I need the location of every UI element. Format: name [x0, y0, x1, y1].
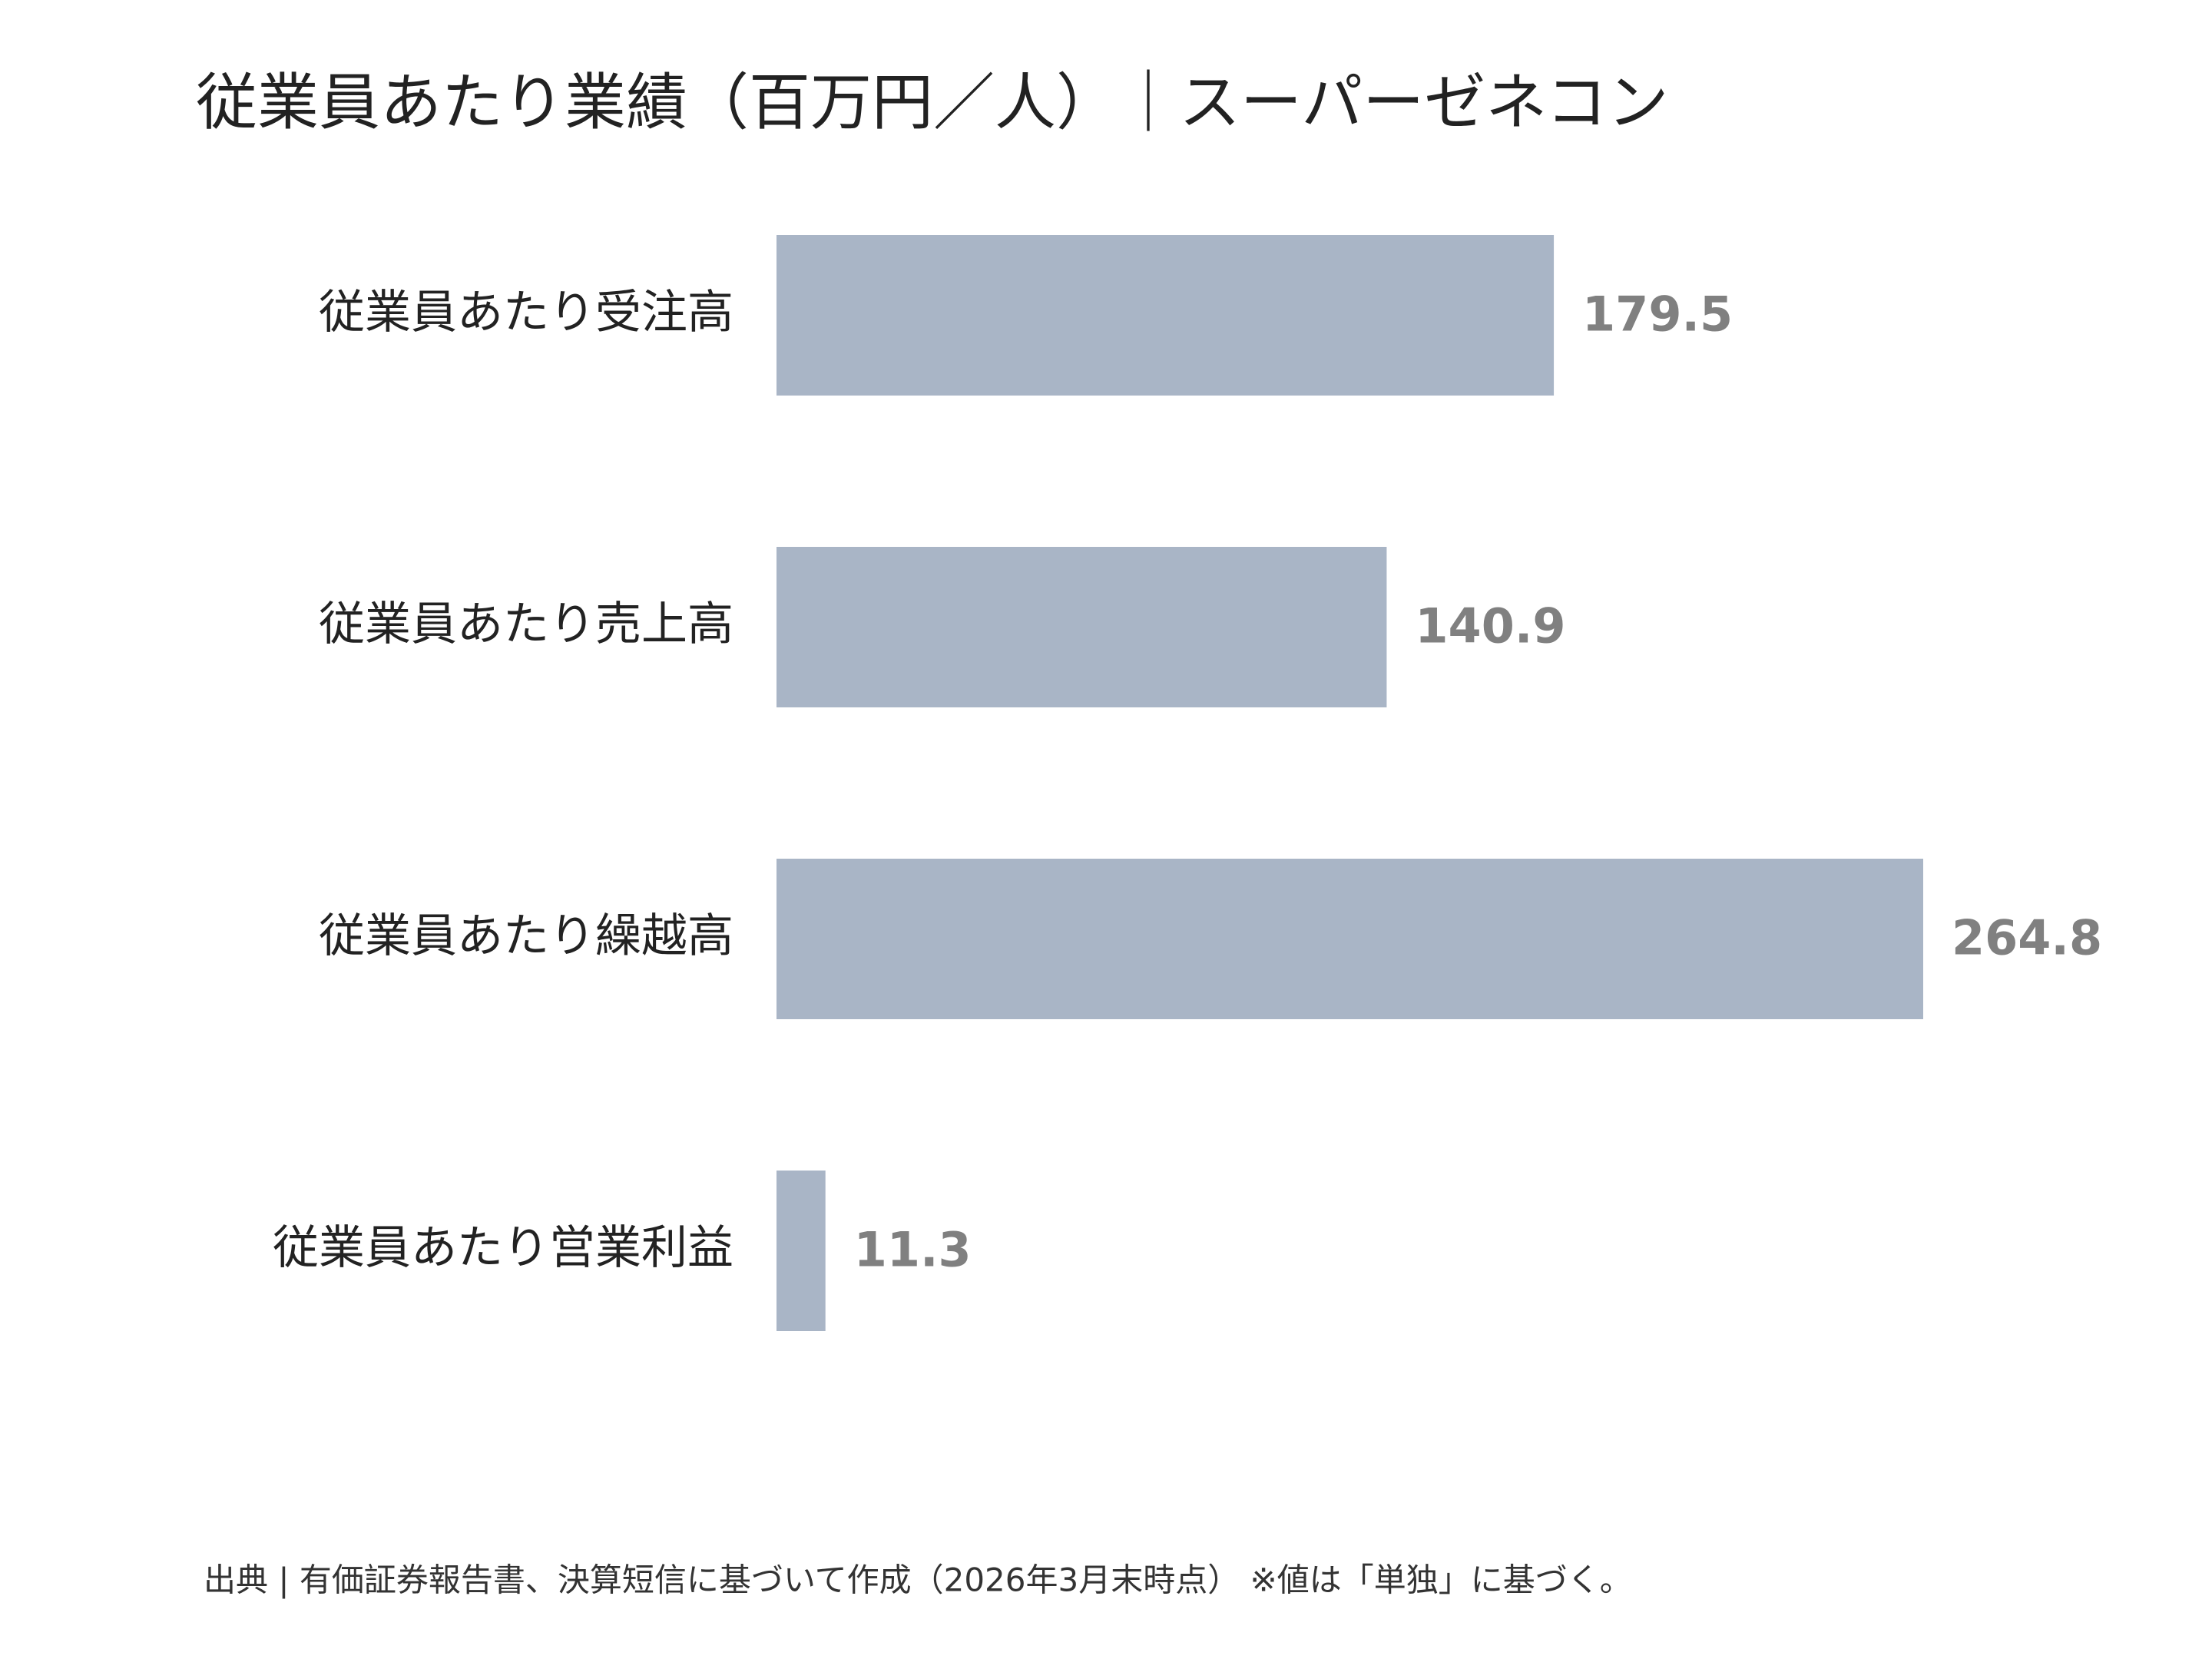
value-label: 11.3 — [854, 1222, 972, 1278]
category-label: 従業員あたり受注高 — [319, 286, 733, 339]
category-label: 従業員あたり繰越高 — [319, 909, 733, 963]
value-label: 140.9 — [1415, 598, 1565, 654]
bar — [777, 235, 1555, 396]
chart-title: 従業員あたり業績（百万円／人）｜スーパーゼネコン — [196, 67, 1669, 138]
bar — [777, 859, 1923, 1019]
source-note: 出典 | 有価証券報告書、決算短信に基づいて作成（2026年3月末時点） ※値は… — [204, 1561, 1632, 1599]
bar — [777, 1171, 826, 1331]
value-label: 264.8 — [1952, 910, 2102, 966]
category-label: 従業員あたり売上高 — [319, 598, 733, 651]
bar — [777, 547, 1387, 707]
value-label: 179.5 — [1582, 286, 1733, 343]
category-label: 従業員あたり営業利益 — [273, 1221, 733, 1275]
